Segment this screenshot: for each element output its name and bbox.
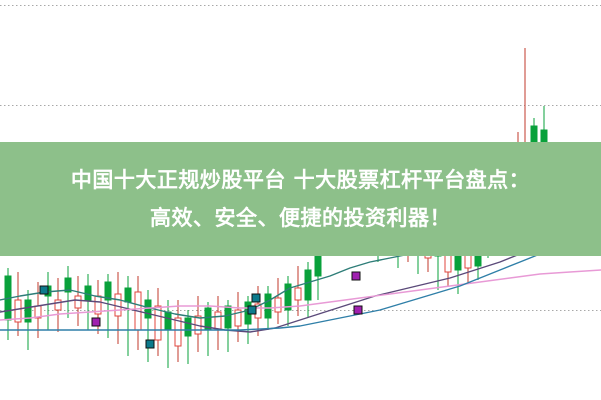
- promo-banner-line-1: 中国十大正规炒股平台 十大股票杠杆平台盘点：: [70, 168, 531, 192]
- promo-banner: 中国十大正规炒股平台 十大股票杠杆平台盘点： 高效、安全、便捷的投资利器！: [0, 142, 601, 256]
- promo-banner-line-2: 高效、安全、便捷的投资利器！: [150, 206, 451, 230]
